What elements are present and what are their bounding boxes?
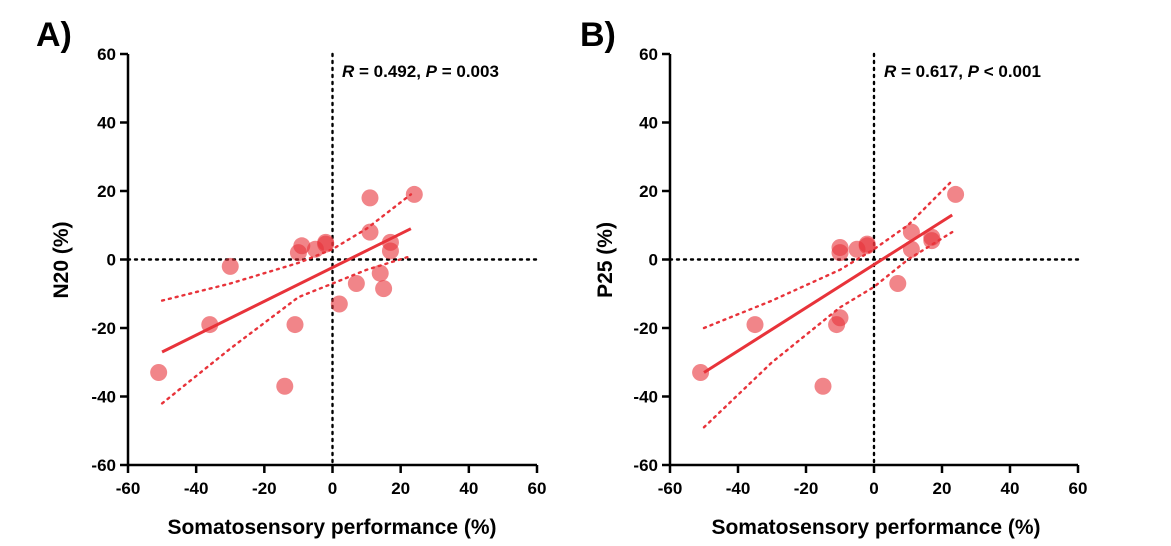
data-point xyxy=(330,295,348,313)
data-point xyxy=(405,185,423,203)
p-symbol: P xyxy=(968,62,980,81)
x-tick-label: 20 xyxy=(933,479,952,498)
y-tick-label: 40 xyxy=(639,114,658,133)
panel-a: A) -60 -40 -20 0 20 40 60 -60 -40 -20 0 20 40 60 R = … xyxy=(36,16,546,539)
data-point xyxy=(814,377,832,395)
plot-area: -60 -40 -20 0 20 40 60 -60 -40 -20 0 20 40 60 xyxy=(91,45,546,498)
y-tick-label: 0 xyxy=(649,251,658,270)
x-tick-label: 0 xyxy=(328,479,337,498)
data-point xyxy=(221,257,239,275)
y-axis-title: P25 (%) xyxy=(594,222,617,298)
x-tick-label: 60 xyxy=(528,479,547,498)
y-tick-label: -40 xyxy=(91,388,116,407)
regression-line xyxy=(161,227,412,354)
x-tick-label: -20 xyxy=(252,479,277,498)
data-point xyxy=(286,316,304,334)
r-symbol: R xyxy=(884,62,897,81)
data-point xyxy=(381,242,399,260)
data-point xyxy=(889,274,907,292)
x-tick-label: 20 xyxy=(391,479,410,498)
data-point xyxy=(947,185,965,203)
data-point xyxy=(293,237,311,255)
data-point xyxy=(858,237,876,255)
y-tick-label: 20 xyxy=(97,182,116,201)
x-tick-label: -40 xyxy=(184,479,209,498)
confidence-band-upper xyxy=(702,179,954,330)
data-point xyxy=(902,223,920,241)
data-point xyxy=(692,364,710,382)
y-tick-label: -60 xyxy=(633,456,658,475)
y-tick-label: -40 xyxy=(633,388,658,407)
data-point xyxy=(371,264,389,282)
data-point xyxy=(831,244,849,262)
y-axis-title: N20 (%) xyxy=(50,221,73,298)
y-tick-label: 40 xyxy=(97,114,116,133)
y-tick-label: -60 xyxy=(91,456,116,475)
p-value: < 0.001 xyxy=(979,62,1041,81)
x-tick-label: -60 xyxy=(658,479,683,498)
data-point xyxy=(317,235,335,253)
correlation-annotation: R = 0.617, P < 0.001 xyxy=(884,62,1041,81)
x-tick-label: -60 xyxy=(116,479,141,498)
y-tick-label: 0 xyxy=(107,251,116,270)
data-point xyxy=(831,309,849,327)
x-axis-title: Somatosensory performance (%) xyxy=(711,516,1040,539)
x-tick-label: 40 xyxy=(1001,479,1020,498)
y-tick-label: 60 xyxy=(97,45,116,64)
panel-b: B) -60 -40 -20 0 20 40 60 -60 -40 -20 0 20 40 60 R = … xyxy=(580,16,1087,539)
data-point xyxy=(746,316,764,334)
data-point xyxy=(150,364,168,382)
p-value: = 0.003 xyxy=(437,62,499,81)
data-point xyxy=(361,189,379,207)
x-tick-label: 40 xyxy=(459,479,478,498)
data-point xyxy=(902,240,920,258)
r-symbol: R xyxy=(342,62,355,81)
data-point xyxy=(276,377,294,395)
y-tick-label: 20 xyxy=(639,182,658,201)
panel-letter: B) xyxy=(580,16,616,54)
correlation-annotation: R = 0.492, P = 0.003 xyxy=(342,62,499,81)
x-tick-label: 0 xyxy=(869,479,878,498)
y-tick-label: -20 xyxy=(91,319,116,338)
y-tick-label: -20 xyxy=(633,319,658,338)
data-point xyxy=(201,316,219,334)
y-tick-label: 60 xyxy=(639,45,658,64)
data-point xyxy=(375,280,393,298)
x-axis-title: Somatosensory performance (%) xyxy=(167,516,496,539)
data-point xyxy=(347,274,365,292)
r-value: = 0.492, xyxy=(354,62,425,81)
r-value: = 0.617, xyxy=(896,62,967,81)
panel-letter: A) xyxy=(36,16,72,54)
x-tick-label: -40 xyxy=(726,479,751,498)
data-point xyxy=(923,232,941,250)
plot-area: -60 -40 -20 0 20 40 60 -60 -40 -20 0 20 40 60 xyxy=(633,45,1087,498)
p-symbol: P xyxy=(426,62,438,81)
x-tick-label: -20 xyxy=(794,479,819,498)
confidence-band-lower xyxy=(702,230,954,429)
x-tick-label: 60 xyxy=(1069,479,1088,498)
data-point xyxy=(361,223,379,241)
